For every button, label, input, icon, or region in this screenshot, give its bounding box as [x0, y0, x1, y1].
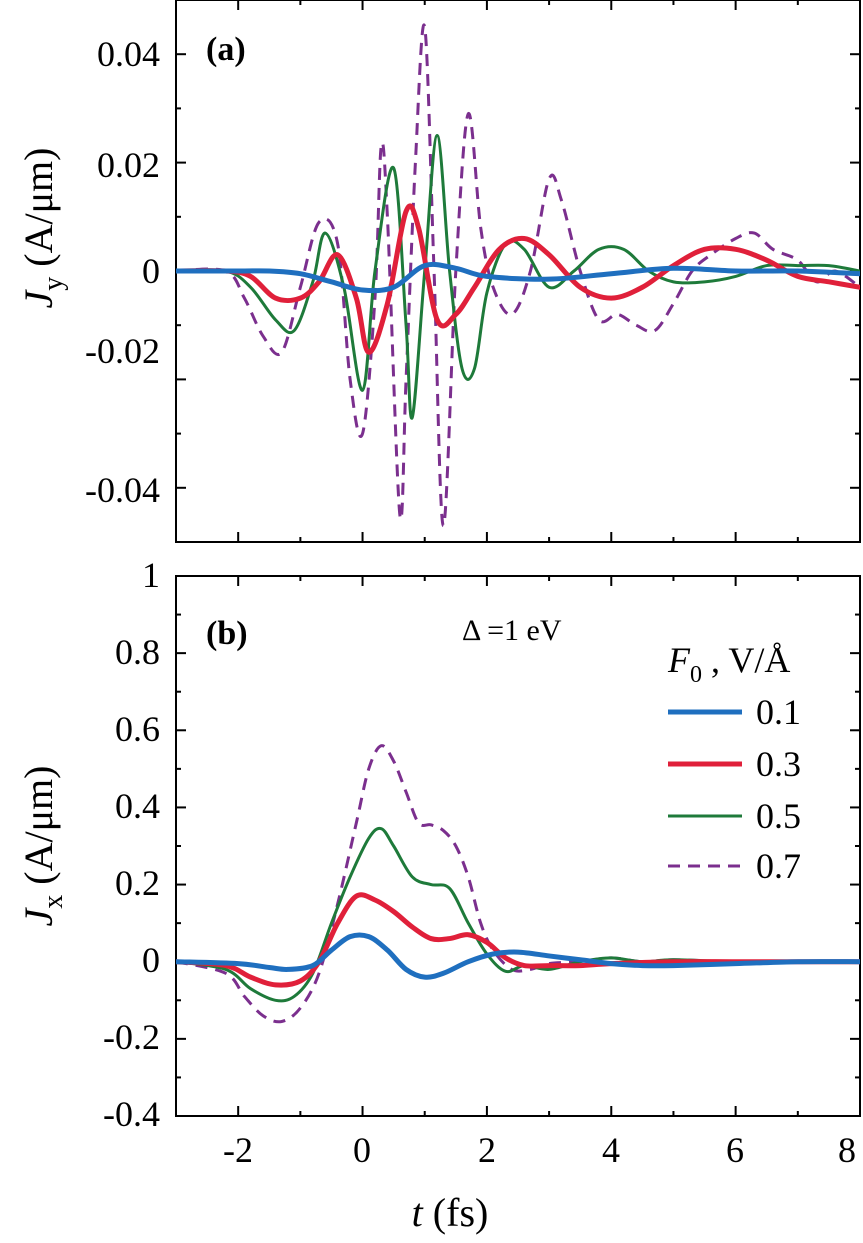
legend-title-symbol: F [667, 640, 691, 680]
panel-b-xtick-label: 0 [353, 1130, 371, 1170]
panel-b-ylabel-symbol: J [16, 906, 61, 926]
panel-b-xtick-label: 2 [478, 1130, 496, 1170]
panel-a-ytick-label: -0.04 [85, 470, 160, 510]
panel-a-ytick-label: -0.02 [85, 331, 160, 371]
legend-label-0.3: 0.3 [756, 744, 801, 784]
legend-label-0.5: 0.5 [756, 796, 801, 836]
legend-label-0.7: 0.7 [756, 846, 801, 886]
panel-a-label: (a) [206, 31, 246, 68]
panel-b-ytick-label: 0.2 [115, 863, 160, 903]
panel-a: -0.04 -0.02 0 0.02 0.04 (a) Jy (A/μm) [16, 0, 861, 543]
panel-a-series [176, 23, 860, 528]
panel-b-ylabel-unit: (A/μm) [16, 766, 61, 895]
legend-title: F0 , V/Å [667, 640, 790, 688]
panel-b-series-0.1 [176, 932, 860, 980]
panel-b-ytick-label: 0 [142, 940, 160, 980]
panel-b-ylabel-subscript: x [38, 895, 69, 909]
panel-b-ytick-label: 1 [142, 555, 160, 595]
panel-a-ylabel-symbol: J [16, 288, 61, 308]
panel-a-series-0.7 [176, 23, 860, 528]
panel-a-series-0.3 [176, 203, 860, 355]
panel-b-ytick-label: 0.6 [115, 709, 160, 749]
panel-b: -0.4 -0.2 0 0.2 0.4 0.6 0.8 1 -2 0 2 4 6… [16, 555, 861, 1235]
legend-title-subscript: 0 [690, 662, 702, 688]
panel-b-xtick-label: 6 [726, 1130, 744, 1170]
panel-b-ytick-label: 0.8 [115, 632, 160, 672]
legend: F0 , V/Å 0.1 0.3 0.5 0.7 [667, 640, 801, 886]
x-axis-symbol: t [412, 1190, 424, 1235]
legend-title-unit: , V/Å [702, 640, 790, 680]
legend-label-0.1: 0.1 [756, 692, 801, 732]
panel-a-ylabel-unit: (A/μm) [16, 148, 61, 277]
delta-annotation: Δ =1 eV [462, 614, 562, 647]
panel-b-xtick-labels: -2 0 2 4 6 8 [223, 1130, 856, 1170]
panel-a-ytick-labels: -0.04 -0.02 0 0.02 0.04 [85, 34, 160, 510]
panel-b-label: (b) [206, 615, 248, 652]
panel-a-series-0.1 [176, 261, 860, 294]
panel-b-ylabel: Jx (A/μm) [16, 766, 69, 927]
panel-a-ytick-label: 0.04 [97, 34, 160, 74]
panel-b-xtick-label: 4 [602, 1130, 620, 1170]
panel-b-xtick-label: -2 [223, 1130, 253, 1170]
x-axis-unit: (fs) [423, 1190, 489, 1235]
panel-b-ytick-label: -0.4 [103, 1094, 160, 1134]
panel-a-ytick-label: 0.02 [97, 145, 160, 185]
panel-a-ticks [176, 0, 860, 542]
panel-a-series-0.5 [176, 134, 860, 420]
panel-b-ytick-label: -0.2 [103, 1017, 160, 1057]
panel-a-ylabel: Jy (A/μm) [16, 148, 69, 309]
panel-b-ytick-labels: -0.4 -0.2 0 0.2 0.4 0.6 0.8 1 [103, 555, 160, 1134]
panel-a-ytick-label: 0 [142, 251, 160, 291]
panel-a-ylabel-subscript: y [38, 277, 69, 291]
x-axis-label: t (fs) [412, 1190, 489, 1235]
panel-b-xtick-label: 8 [838, 1130, 856, 1170]
panel-b-ytick-label: 0.4 [115, 786, 160, 826]
panel-b-series [176, 744, 860, 1024]
